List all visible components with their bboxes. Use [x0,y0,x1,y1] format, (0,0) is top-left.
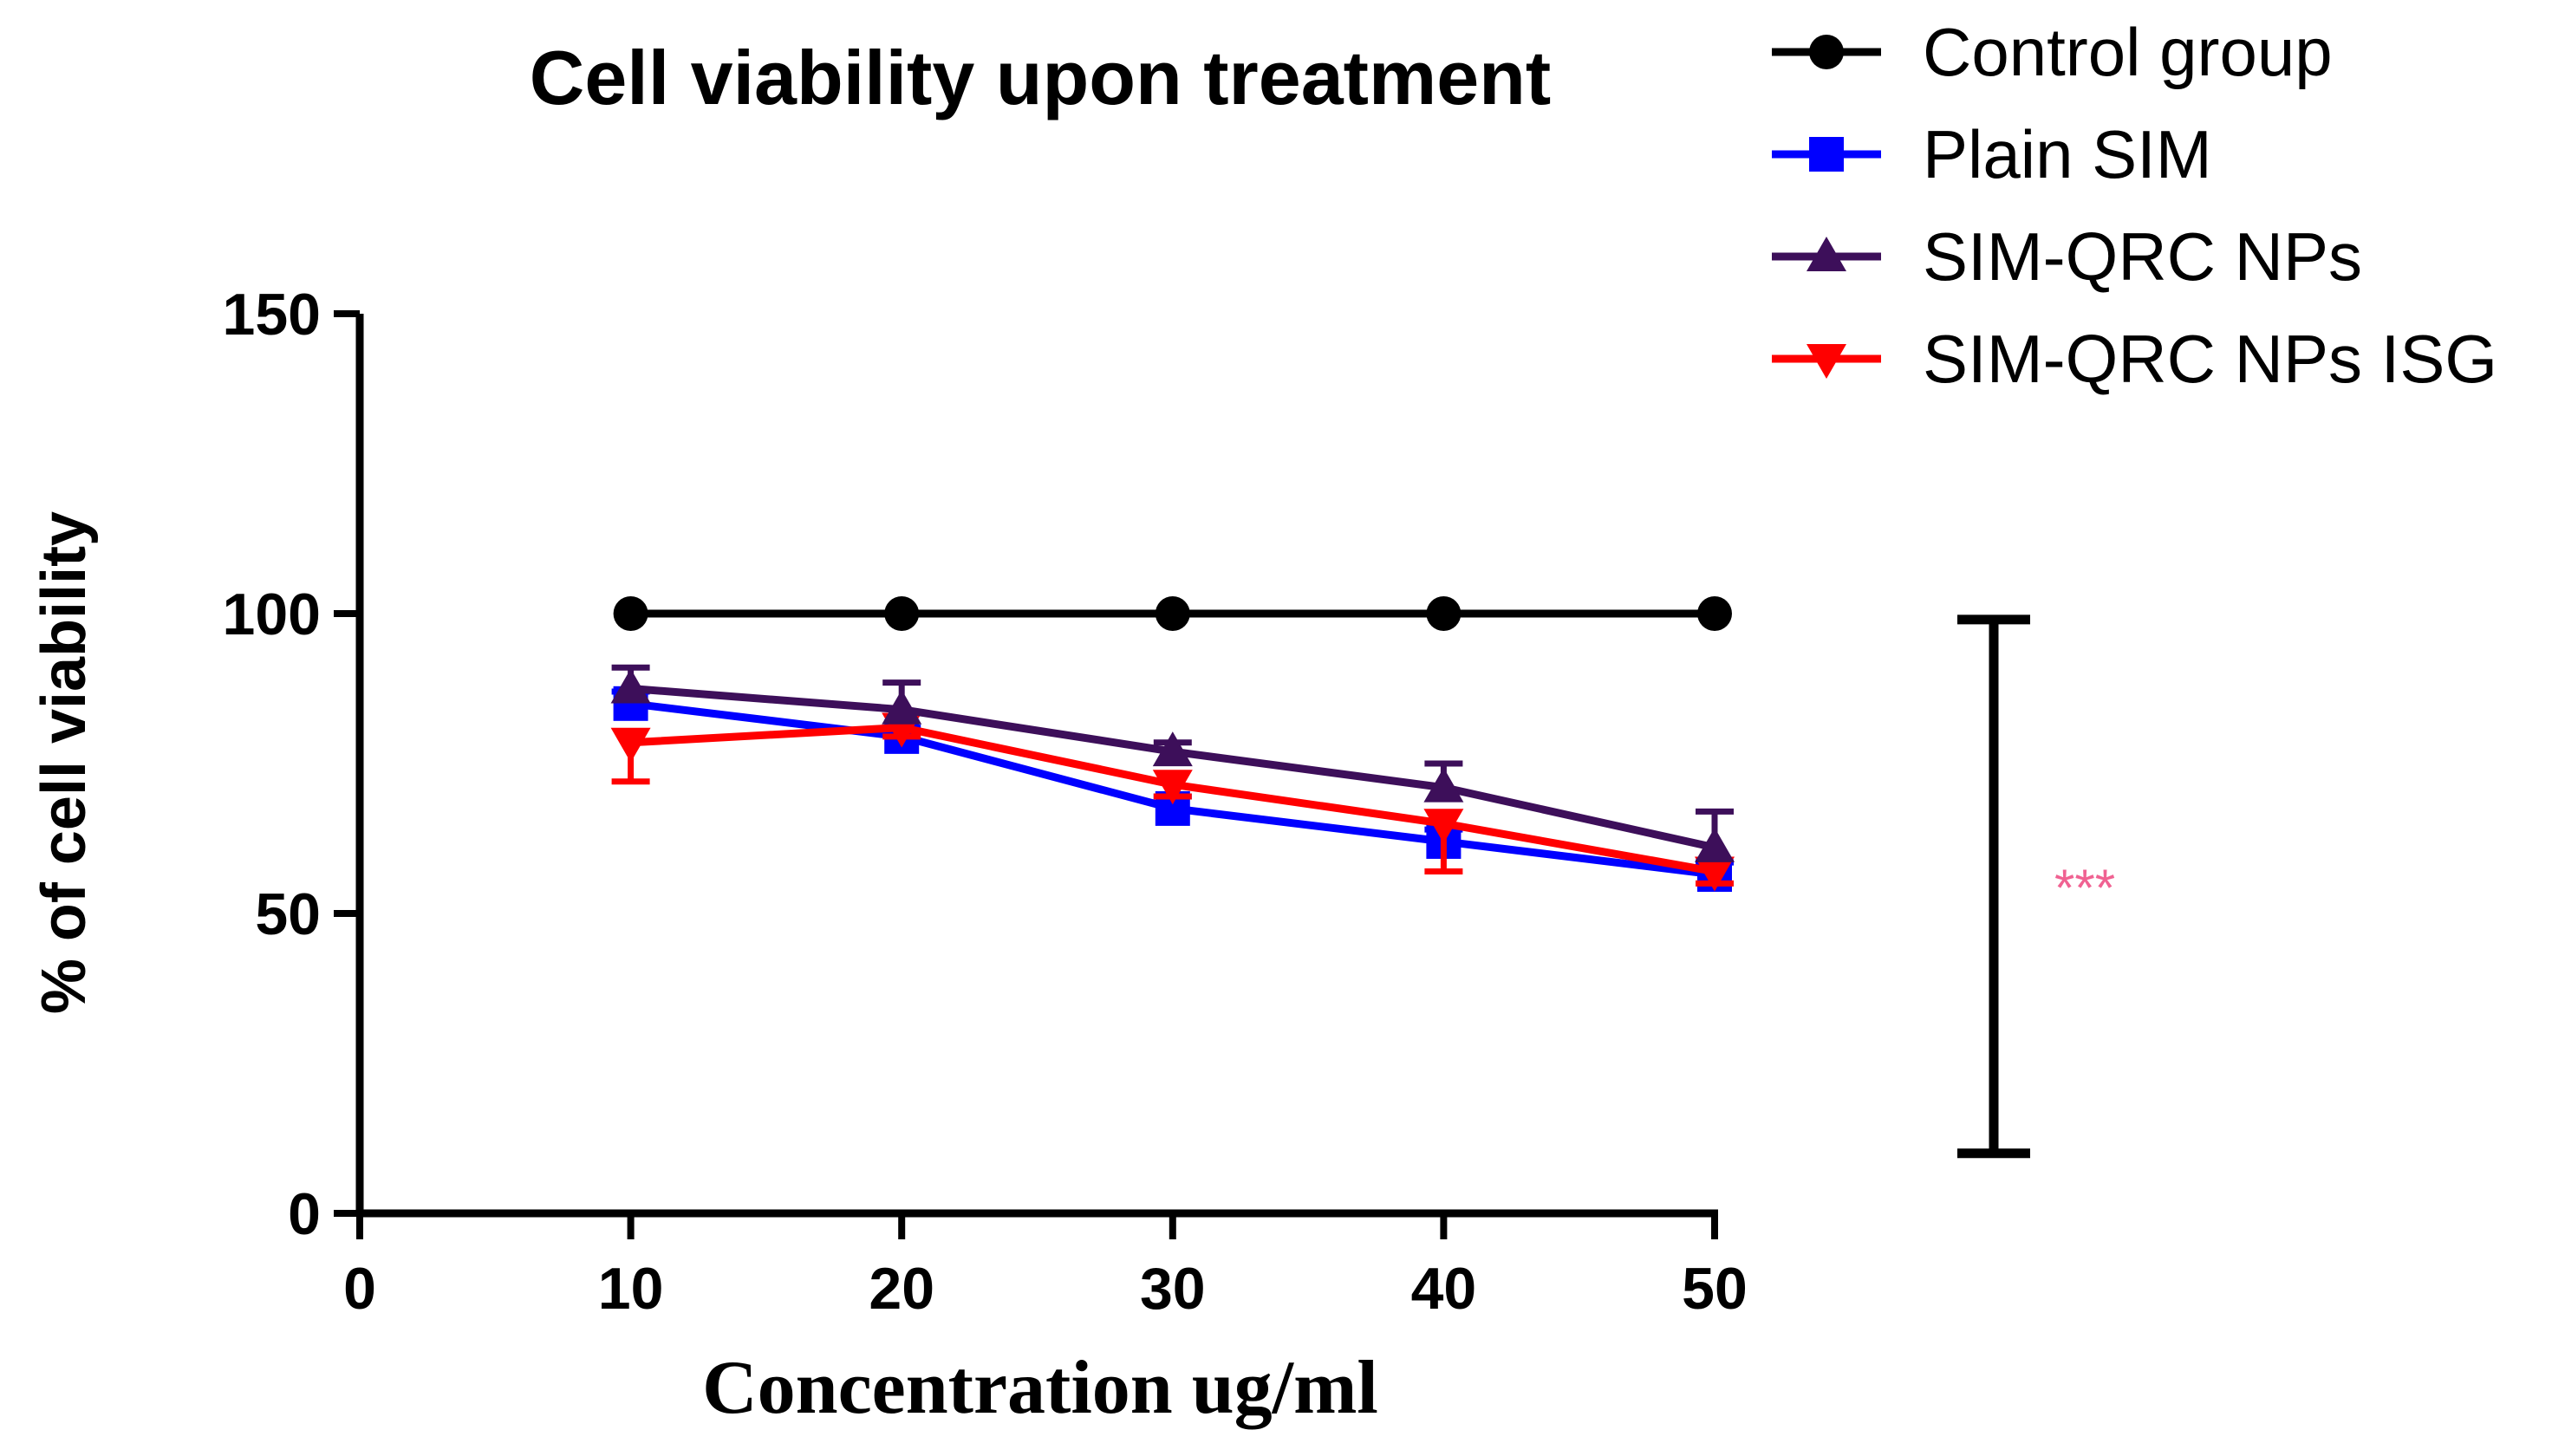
legend-item-sim-qrc-nps-isg: SIM-QRC NPs ISG [1772,321,2497,397]
y-axis-ticks: 0 50 100 150 [223,282,360,1247]
y-tick-label: 150 [223,282,321,348]
legend-label: SIM-QRC NPs ISG [1923,321,2497,397]
data-point [610,727,651,763]
chart-title: Cell viability upon treatment [530,35,1551,120]
series-control-group [613,596,1732,631]
data-point [613,596,648,631]
significance-bracket: *** [1957,614,2115,1159]
data-point [1155,596,1190,631]
data-point [882,689,922,725]
y-tick-label: 100 [223,582,321,647]
y-tick-label: 0 [288,1181,321,1247]
data-point [884,596,920,631]
x-tick-label: 20 [869,1256,934,1322]
x-tick-label: 30 [1140,1256,1206,1322]
x-tick-label: 0 [343,1256,376,1322]
data-point [1695,856,1735,892]
legend-marker [1809,35,1844,69]
legend-label: Plain SIM [1923,116,2212,192]
legend-item-control-group: Control group [1772,14,2333,90]
axes [355,314,1718,1218]
data-point [610,668,651,704]
x-axis-label: Concentration ug/ml [702,1346,1378,1430]
x-tick-label: 50 [1682,1256,1748,1322]
legend-marker [1807,237,1846,271]
legend-item-sim-qrc-nps: SIM-QRC NPs [1772,218,2362,295]
data-point [1152,731,1193,767]
data-point [1695,827,1735,862]
legend-marker [1807,344,1846,379]
y-tick-label: 50 [255,881,321,947]
x-tick-label: 40 [1411,1256,1477,1322]
series-sim-qrc-nps [610,664,1735,862]
data-point [1426,596,1462,631]
data-point [1152,770,1193,805]
legend-marker [1809,137,1844,172]
legend-label: Control group [1923,14,2333,90]
significance-label: *** [2054,859,2115,917]
data-point [1697,596,1732,631]
series-layer [610,596,1735,893]
y-axis-label: % of cell viability [29,511,99,1014]
x-axis-ticks: 0 10 20 30 40 50 [343,1213,1748,1322]
data-point [1423,767,1464,803]
legend-item-plain-sim: Plain SIM [1772,116,2212,192]
legend-label: SIM-QRC NPs [1923,218,2362,295]
x-tick-label: 10 [598,1256,664,1322]
data-point [1423,809,1464,844]
legend: Control group Plain SIM SIM-QRC NPs SIM-QRC… [1772,14,2497,397]
